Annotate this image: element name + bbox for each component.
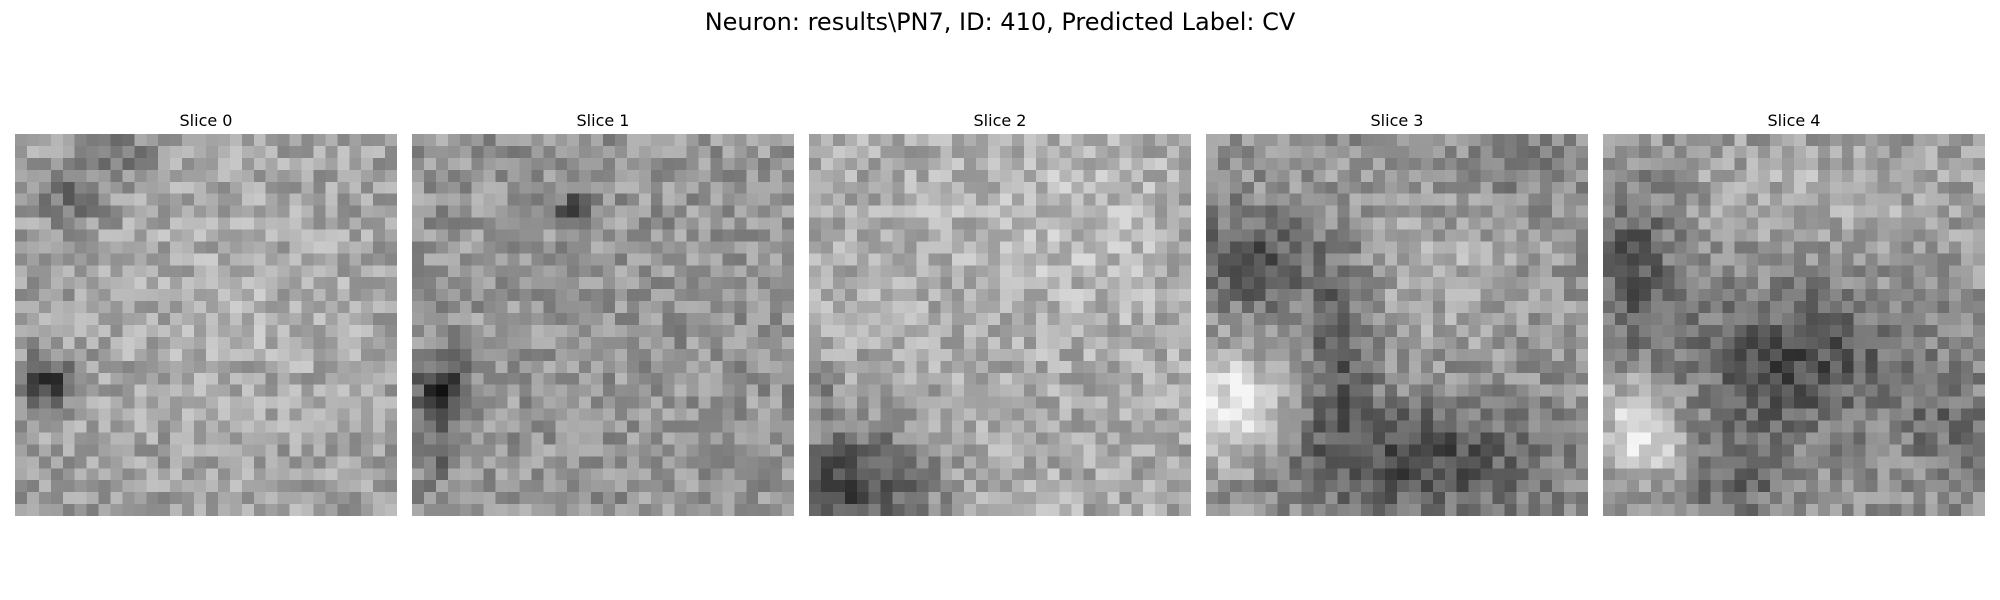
slice-image-2	[809, 134, 1191, 516]
slice-title-4: Slice 4	[1767, 111, 1821, 130]
slice-panel-1: Slice 1	[411, 108, 795, 516]
slice-title-1: Slice 1	[576, 111, 630, 130]
slice-panel-0: Slice 0	[14, 108, 398, 516]
slice-title-3: Slice 3	[1370, 111, 1424, 130]
slice-panel-2: Slice 2	[808, 108, 1192, 516]
slice-panel-4: Slice 4	[1602, 108, 1986, 516]
slice-title-2: Slice 2	[973, 111, 1027, 130]
slice-image-4	[1603, 134, 1985, 516]
figure-title: Neuron: results\PN7, ID: 410, Predicted …	[704, 8, 1296, 36]
slice-image-1	[412, 134, 794, 516]
slice-image-3	[1206, 134, 1588, 516]
slice-title-0: Slice 0	[179, 111, 233, 130]
slice-image-0	[15, 134, 397, 516]
slice-panel-3: Slice 3	[1205, 108, 1589, 516]
